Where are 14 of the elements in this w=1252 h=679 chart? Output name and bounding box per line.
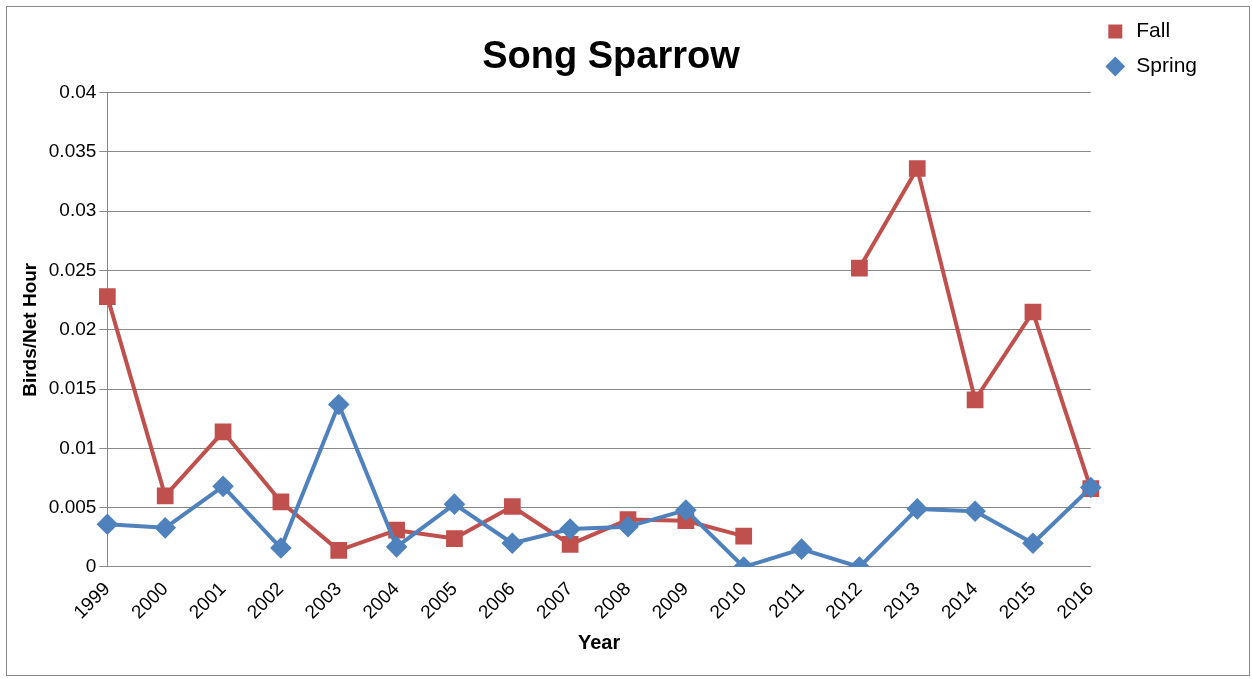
legend-label: Fall (1136, 18, 1171, 42)
y-tick-label: 0.015 (48, 377, 97, 399)
chart-title: Song Sparrow (482, 34, 741, 77)
y-tick-label: 0.03 (59, 199, 97, 221)
legend-label: Spring (1136, 53, 1197, 77)
y-tick-label: 0.025 (48, 258, 97, 280)
y-tick-label: 0.035 (48, 140, 97, 162)
y-tick-label: 0 (85, 555, 97, 577)
y-tick-label: 0.01 (59, 436, 97, 458)
y-tick-label: 0.005 (48, 495, 97, 517)
x-axis-title: Year (577, 630, 621, 653)
y-tick-label: 0.04 (59, 80, 97, 102)
y-axis-title: Birds/Net Hour (18, 262, 40, 397)
y-tick-label: 0.02 (59, 318, 97, 340)
